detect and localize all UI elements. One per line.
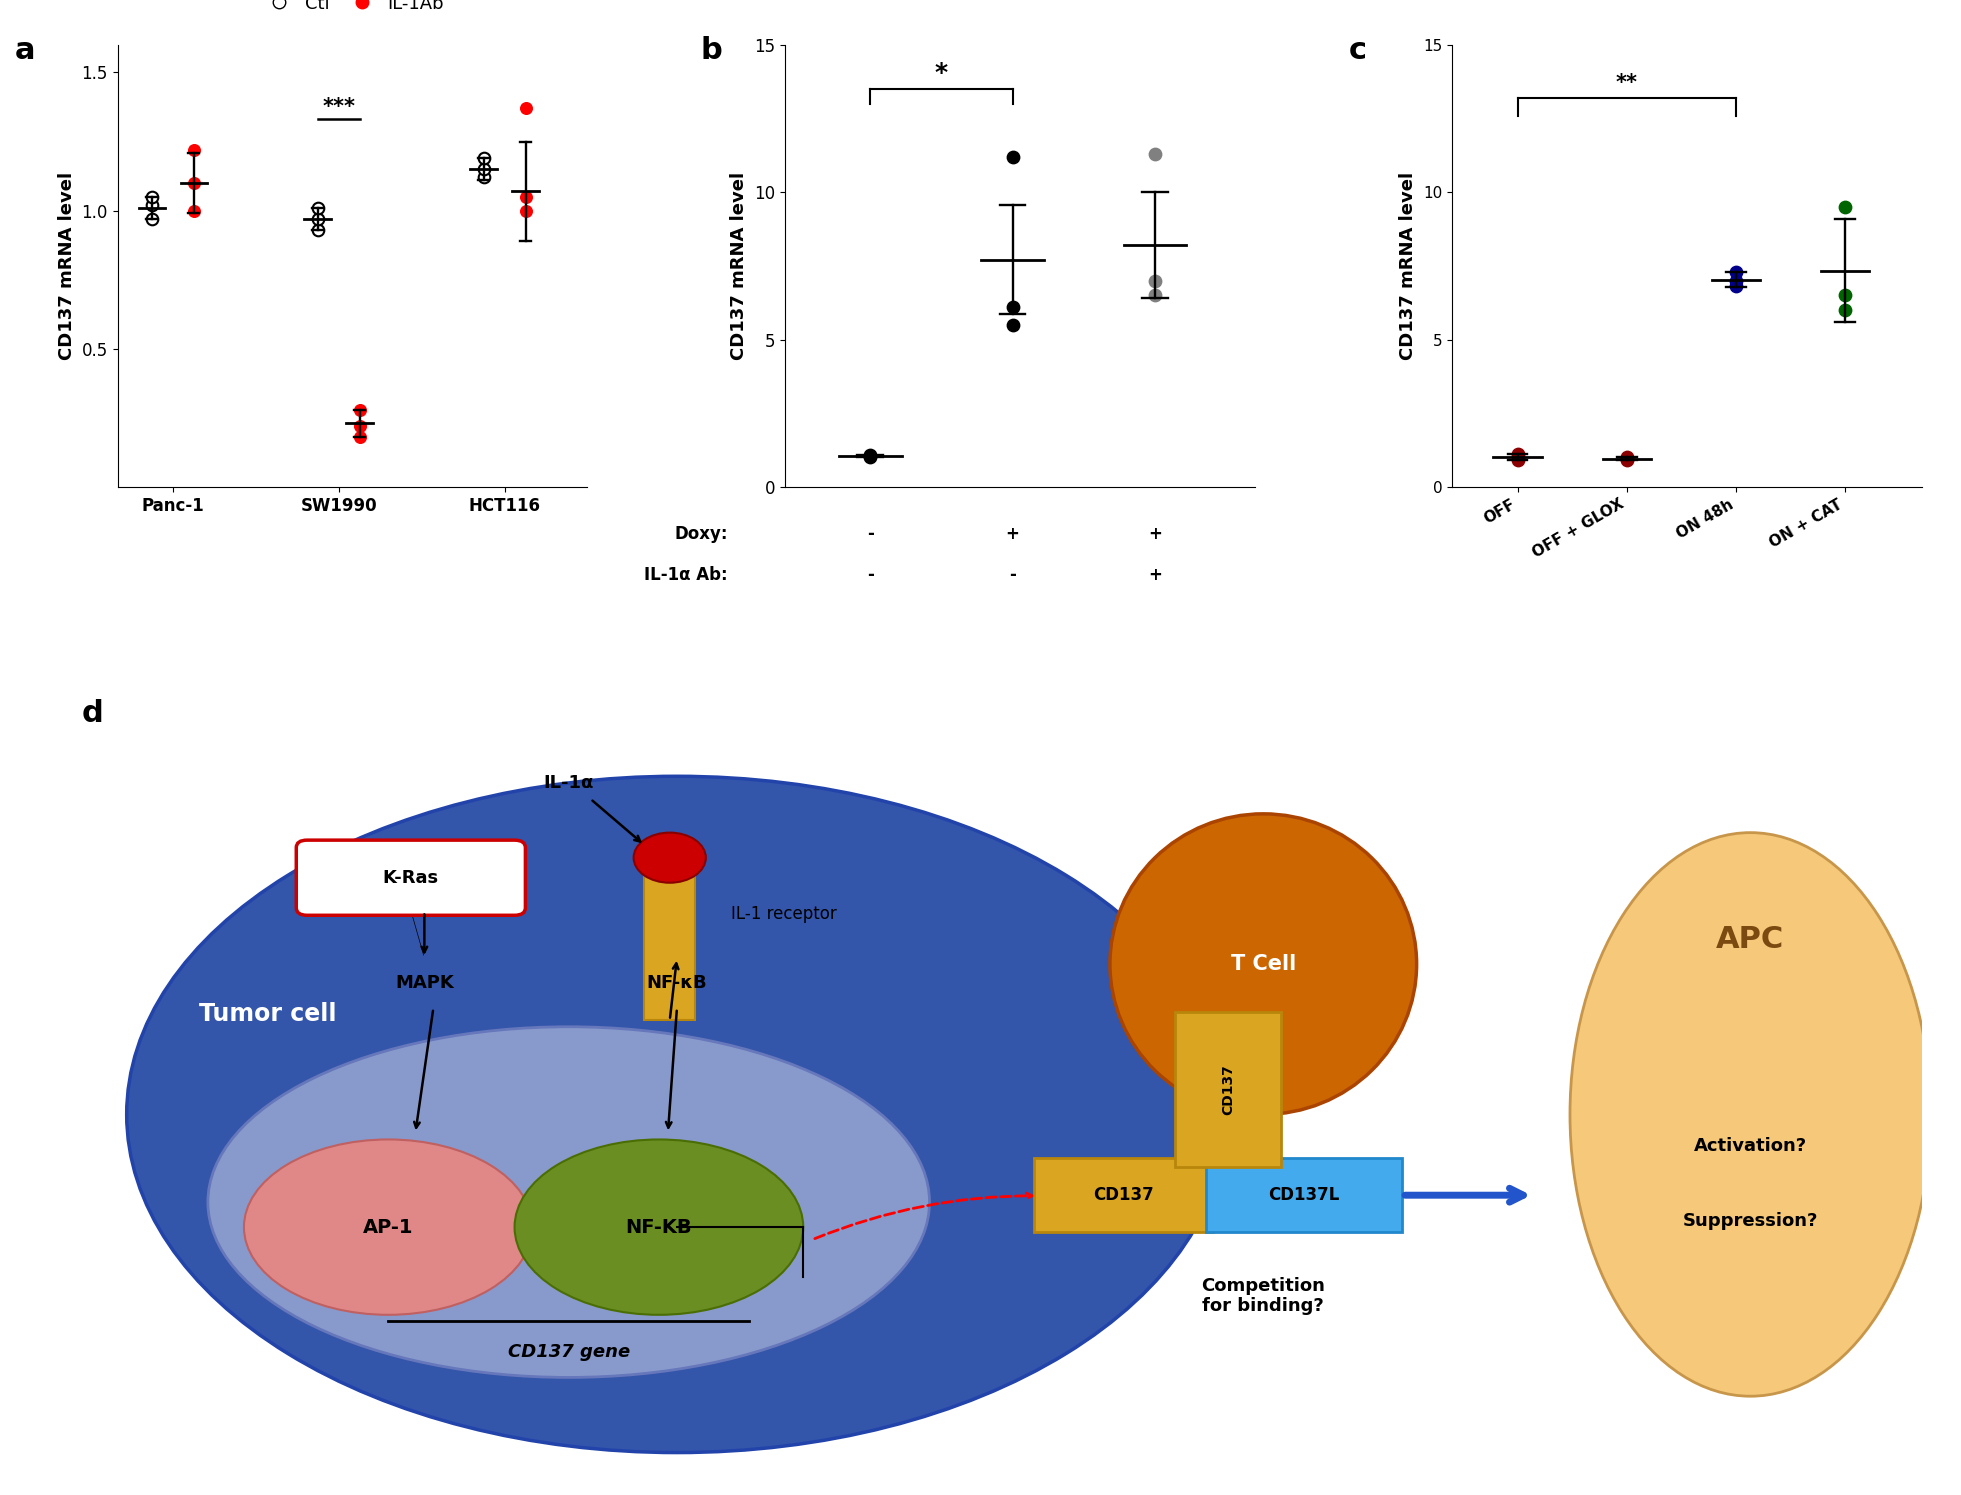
Ellipse shape bbox=[1110, 813, 1416, 1114]
Y-axis label: CD137 mRNA level: CD137 mRNA level bbox=[59, 172, 76, 360]
Point bbox=[135, 206, 167, 230]
Text: CD137: CD137 bbox=[1092, 1186, 1153, 1203]
Point bbox=[469, 157, 500, 181]
Point bbox=[996, 295, 1028, 318]
Text: +: + bbox=[1006, 525, 1020, 543]
Bar bbox=[645, 870, 694, 1021]
Text: *: * bbox=[935, 61, 947, 85]
Point bbox=[1830, 298, 1861, 321]
Text: CD137 gene: CD137 gene bbox=[508, 1344, 629, 1362]
Point bbox=[469, 147, 500, 170]
FancyBboxPatch shape bbox=[1033, 1159, 1212, 1232]
Text: IL-1α: IL-1α bbox=[543, 773, 594, 791]
Text: d: d bbox=[82, 698, 104, 728]
Text: a: a bbox=[14, 36, 35, 64]
Text: CD137: CD137 bbox=[1222, 1064, 1235, 1115]
Y-axis label: CD137 mRNA level: CD137 mRNA level bbox=[1400, 172, 1418, 360]
Point bbox=[855, 444, 886, 468]
Point bbox=[1830, 194, 1861, 218]
Point bbox=[1139, 142, 1171, 166]
Point bbox=[1502, 443, 1534, 466]
Text: Tumor cell: Tumor cell bbox=[198, 1002, 337, 1026]
Legend: Ctl, IL-1Ab: Ctl, IL-1Ab bbox=[255, 0, 451, 19]
Text: Suppression?: Suppression? bbox=[1683, 1212, 1818, 1230]
Text: -: - bbox=[867, 525, 875, 543]
Point bbox=[178, 199, 210, 223]
Point bbox=[996, 312, 1028, 336]
Point bbox=[135, 185, 167, 209]
Point bbox=[1139, 269, 1171, 293]
Point bbox=[302, 206, 333, 230]
Point bbox=[343, 425, 375, 448]
Y-axis label: CD137 mRNA level: CD137 mRNA level bbox=[729, 172, 749, 360]
Point bbox=[1830, 284, 1861, 308]
Text: K-Ras: K-Ras bbox=[382, 869, 439, 887]
Point bbox=[302, 218, 333, 242]
Point bbox=[302, 196, 333, 220]
Point bbox=[510, 185, 541, 209]
Circle shape bbox=[633, 833, 706, 882]
Text: ***: *** bbox=[322, 97, 355, 117]
Point bbox=[1502, 446, 1534, 469]
Text: +: + bbox=[1147, 567, 1163, 585]
FancyBboxPatch shape bbox=[1206, 1159, 1402, 1232]
Point bbox=[1612, 448, 1643, 472]
Point bbox=[855, 446, 886, 469]
Ellipse shape bbox=[1571, 833, 1932, 1396]
Point bbox=[1720, 275, 1751, 299]
Ellipse shape bbox=[514, 1139, 804, 1314]
Ellipse shape bbox=[208, 1027, 930, 1377]
Text: Competition
for binding?: Competition for binding? bbox=[1202, 1277, 1326, 1316]
Point bbox=[510, 199, 541, 223]
Point bbox=[178, 170, 210, 194]
Text: MAPK: MAPK bbox=[394, 973, 453, 991]
Text: +: + bbox=[1147, 525, 1163, 543]
Text: -: - bbox=[867, 567, 875, 585]
Point bbox=[855, 443, 886, 466]
Point bbox=[1720, 269, 1751, 293]
Text: -: - bbox=[1010, 567, 1016, 585]
Text: Activation?: Activation? bbox=[1694, 1136, 1806, 1154]
Point bbox=[469, 166, 500, 190]
Text: APC: APC bbox=[1716, 924, 1785, 954]
Ellipse shape bbox=[127, 776, 1228, 1453]
Text: CD137L: CD137L bbox=[1269, 1186, 1339, 1203]
Point bbox=[1720, 260, 1751, 284]
Text: IL-1 receptor: IL-1 receptor bbox=[731, 904, 837, 922]
Point bbox=[343, 398, 375, 422]
Point bbox=[1612, 447, 1643, 471]
Point bbox=[510, 97, 541, 121]
Point bbox=[135, 193, 167, 217]
Text: T Cell: T Cell bbox=[1232, 954, 1296, 975]
Ellipse shape bbox=[243, 1139, 533, 1314]
Text: NF-KB: NF-KB bbox=[626, 1217, 692, 1236]
Text: **: ** bbox=[1616, 73, 1637, 94]
Text: IL-1α Ab:: IL-1α Ab: bbox=[645, 567, 728, 585]
Point bbox=[1139, 284, 1171, 308]
Point bbox=[996, 145, 1028, 169]
Text: NF-κB: NF-κB bbox=[647, 973, 708, 991]
FancyBboxPatch shape bbox=[296, 840, 526, 915]
Point bbox=[1502, 448, 1534, 472]
Text: Doxy:: Doxy: bbox=[675, 525, 728, 543]
FancyBboxPatch shape bbox=[1175, 1012, 1281, 1168]
Text: AP-1: AP-1 bbox=[363, 1217, 414, 1236]
Text: b: b bbox=[700, 36, 722, 64]
Point bbox=[1612, 446, 1643, 469]
Point bbox=[343, 414, 375, 438]
Point bbox=[178, 138, 210, 161]
Text: c: c bbox=[1349, 36, 1367, 64]
